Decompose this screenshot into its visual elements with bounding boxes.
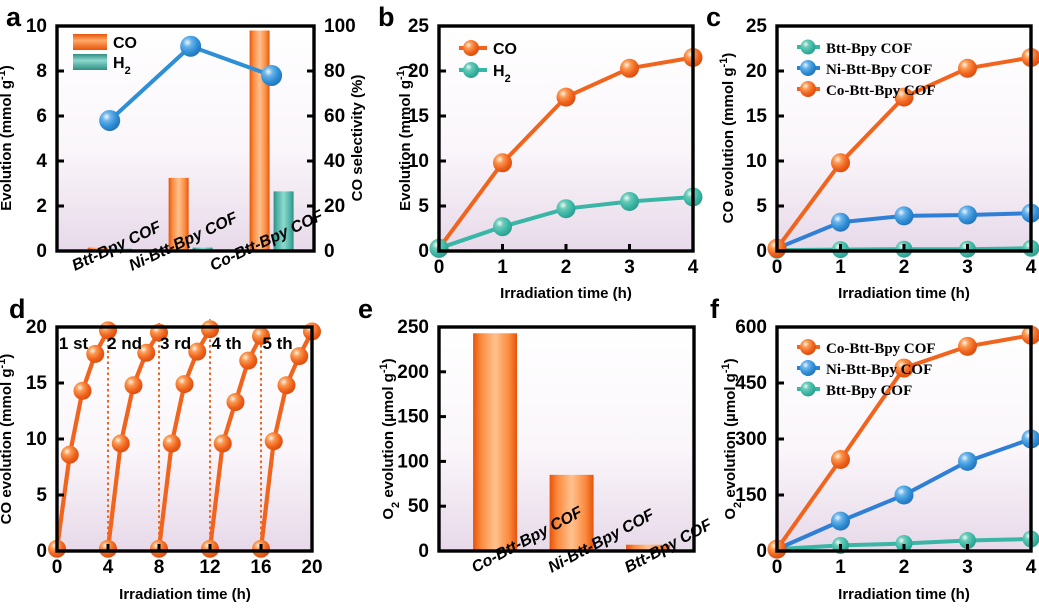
svg-text:15: 15 <box>746 106 768 127</box>
svg-text:25: 25 <box>746 16 768 37</box>
svg-text:20: 20 <box>301 557 322 578</box>
svg-text:50: 50 <box>408 496 429 517</box>
svg-text:4: 4 <box>688 257 699 278</box>
svg-text:Irradiation time (h): Irradiation time (h) <box>838 285 970 302</box>
svg-text:10: 10 <box>26 16 47 37</box>
svg-text:250: 250 <box>397 317 429 338</box>
svg-text:3: 3 <box>962 257 973 278</box>
svg-text:8: 8 <box>36 61 47 82</box>
svg-text:20: 20 <box>324 196 345 217</box>
svg-text:CO: CO <box>113 35 137 52</box>
svg-text:4: 4 <box>36 151 47 172</box>
svg-text:0: 0 <box>324 241 335 262</box>
svg-text:40: 40 <box>324 151 345 172</box>
svg-text:2: 2 <box>899 557 910 578</box>
svg-text:Evolution (mmol g-1): Evolution (mmol g-1) <box>0 65 15 211</box>
svg-text:CO selectivity (%): CO selectivity (%) <box>349 75 366 202</box>
svg-text:8: 8 <box>154 557 165 578</box>
svg-text:Co-Btt-Bpy COF: Co-Btt-Bpy COF <box>826 83 936 99</box>
svg-text:5: 5 <box>36 485 47 506</box>
svg-text:1 st: 1 st <box>59 334 89 353</box>
svg-text:100: 100 <box>324 16 356 37</box>
svg-text:CO evolution (mmol g-1): CO evolution (mmol g-1) <box>718 53 737 224</box>
svg-text:5: 5 <box>418 196 429 217</box>
svg-text:1: 1 <box>497 257 508 278</box>
svg-text:80: 80 <box>324 61 345 82</box>
svg-text:10: 10 <box>26 429 47 450</box>
svg-text:16: 16 <box>250 557 271 578</box>
svg-text:10: 10 <box>746 151 767 172</box>
svg-text:4: 4 <box>1026 257 1037 278</box>
svg-text:2: 2 <box>899 257 910 278</box>
svg-text:3 rd: 3 rd <box>160 334 191 353</box>
svg-text:4 th: 4 th <box>211 334 241 353</box>
svg-text:3: 3 <box>962 557 973 578</box>
svg-text:12: 12 <box>199 557 220 578</box>
svg-text:3: 3 <box>624 257 635 278</box>
svg-text:Btt-Bpy COF: Btt-Bpy COF <box>826 41 912 57</box>
svg-text:CO: CO <box>493 41 517 58</box>
svg-text:Btt-Bpy COF: Btt-Bpy COF <box>826 383 912 399</box>
svg-text:0: 0 <box>36 541 47 562</box>
svg-text:6: 6 <box>36 106 47 127</box>
svg-text:20: 20 <box>746 61 767 82</box>
svg-text:4: 4 <box>103 557 114 578</box>
svg-text:150: 150 <box>397 407 429 428</box>
svg-text:600: 600 <box>735 317 767 338</box>
svg-text:15: 15 <box>26 373 48 394</box>
svg-text:5 th: 5 th <box>262 334 292 353</box>
svg-text:1: 1 <box>835 257 846 278</box>
svg-text:Irradiation time (h): Irradiation time (h) <box>838 586 970 603</box>
svg-text:1: 1 <box>835 557 846 578</box>
svg-text:100: 100 <box>397 451 429 472</box>
svg-text:25: 25 <box>408 16 430 37</box>
svg-text:4: 4 <box>1026 557 1037 578</box>
svg-text:Irradiation time (h): Irradiation time (h) <box>119 586 251 603</box>
svg-text:Ni-Btt-Bpy COF: Ni-Btt-Bpy COF <box>826 62 932 78</box>
svg-text:5: 5 <box>756 196 767 217</box>
svg-text:300: 300 <box>735 429 767 450</box>
svg-text:20: 20 <box>26 317 47 338</box>
svg-text:0: 0 <box>418 541 429 562</box>
svg-text:0: 0 <box>36 241 47 262</box>
svg-text:2 nd: 2 nd <box>107 334 142 353</box>
svg-text:Irradiation time (h): Irradiation time (h) <box>500 285 632 302</box>
svg-text:0: 0 <box>756 541 767 562</box>
svg-text:200: 200 <box>397 362 429 383</box>
svg-text:2: 2 <box>36 196 47 217</box>
svg-text:Evolution (mmol g-1): Evolution (mmol g-1) <box>395 65 414 211</box>
svg-text:Ni-Btt-Bpy COF: Ni-Btt-Bpy COF <box>826 362 932 378</box>
svg-text:20: 20 <box>408 61 429 82</box>
svg-text:60: 60 <box>324 106 345 127</box>
svg-text:0: 0 <box>756 241 767 262</box>
svg-text:CO evolution (mmol g-1): CO evolution (mmol g-1) <box>0 354 15 525</box>
svg-text:0: 0 <box>418 241 429 262</box>
svg-text:Co-Btt-Bpy COF: Co-Btt-Bpy COF <box>826 341 936 357</box>
svg-text:0: 0 <box>772 557 783 578</box>
svg-text:2: 2 <box>561 257 572 278</box>
svg-text:0: 0 <box>772 257 783 278</box>
svg-text:450: 450 <box>735 373 767 394</box>
svg-text:0: 0 <box>434 257 445 278</box>
svg-text:0: 0 <box>52 557 63 578</box>
